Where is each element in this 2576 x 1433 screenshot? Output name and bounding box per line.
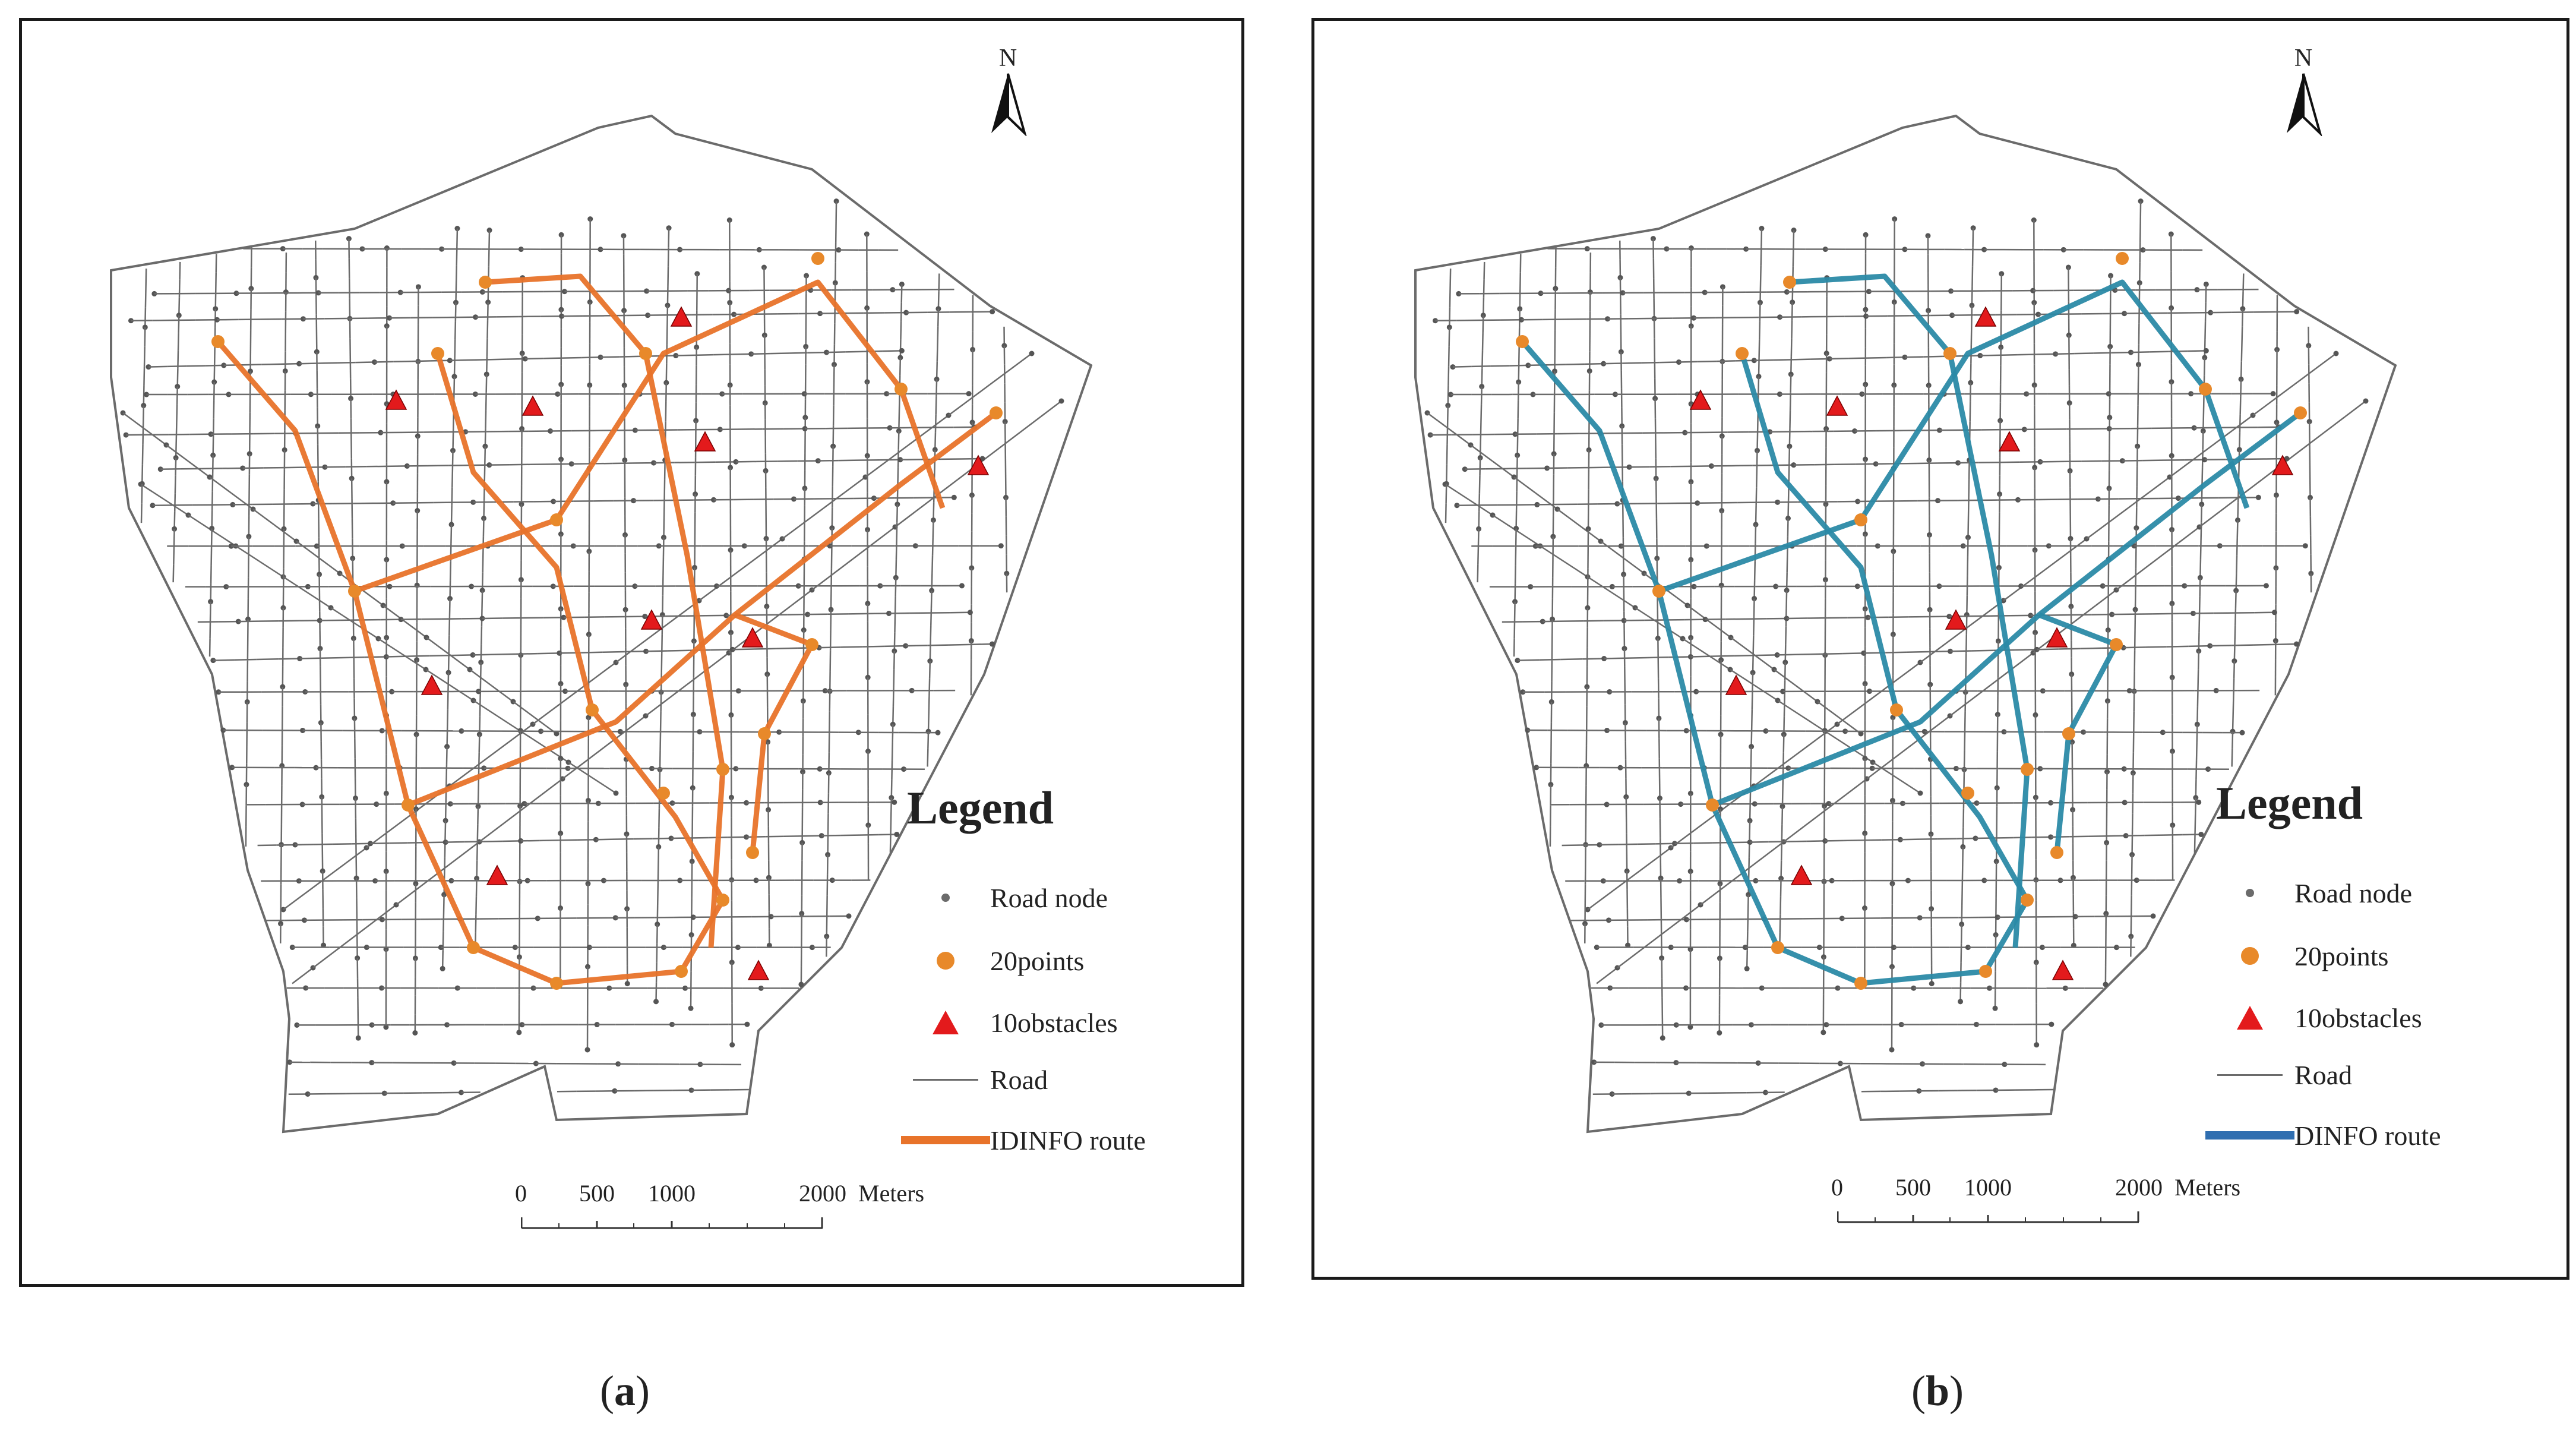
legend-item-route: IDINFO route (901, 1122, 1146, 1158)
scale-bar-graphic (521, 1217, 823, 1229)
legend-item-road-node: Road node (2205, 875, 2412, 911)
red-triangle-icon (933, 1011, 959, 1034)
legend-item-points: 20points (901, 943, 1084, 979)
red-triangle-icon (2237, 1006, 2263, 1030)
north-arrow: N (2271, 46, 2336, 139)
gray-dot-icon (941, 894, 950, 902)
legend-item-obstacles: 10obstacles (2205, 1000, 2422, 1036)
map-panel-a: N Legend Road node 20points 10obstacles … (19, 18, 1244, 1287)
north-label: N (998, 45, 1017, 72)
legend-item-road: Road (901, 1062, 1048, 1097)
north-arrow-icon (991, 73, 1027, 137)
legend-item-road-node: Road node (901, 880, 1108, 916)
map-panel-b: N Legend Road node 20points 10obstacles … (1311, 18, 2569, 1280)
legend-item-obstacles: 10obstacles (901, 1005, 1118, 1040)
caption-a: (a) (600, 1367, 650, 1415)
legend-title: Legend (2216, 777, 2363, 829)
north-arrow-icon (2287, 73, 2322, 137)
orange-circle-icon (2241, 947, 2259, 965)
legend-item-route: DINFO route (2205, 1118, 2441, 1153)
legend: Legend Road node 20points 10obstacles Ro… (901, 781, 1234, 1209)
orange-circle-icon (937, 952, 954, 970)
north-label: N (2294, 45, 2313, 72)
road-network-map (1414, 114, 2397, 1134)
scale-bar-graphic (1837, 1211, 2139, 1223)
legend-item-road: Road (2205, 1057, 2352, 1093)
legend: Legend Road node 20points 10obstacles Ro… (2205, 777, 2556, 1204)
scale-bar: 0 500 1000 2000 Meters (1831, 1173, 2253, 1245)
north-arrow: N (975, 46, 1041, 139)
route-line-icon (901, 1136, 990, 1144)
gray-dot-icon (2246, 889, 2254, 897)
road-network-map (110, 114, 1093, 1134)
legend-item-points: 20points (2205, 938, 2388, 974)
scale-bar: 0 500 1000 2000 Meters (515, 1179, 937, 1251)
road-line-icon (2217, 1074, 2283, 1076)
route-line-icon (2205, 1131, 2294, 1140)
legend-title: Legend (907, 782, 1054, 834)
caption-b: (b) (1911, 1367, 1964, 1415)
road-line-icon (913, 1078, 978, 1081)
